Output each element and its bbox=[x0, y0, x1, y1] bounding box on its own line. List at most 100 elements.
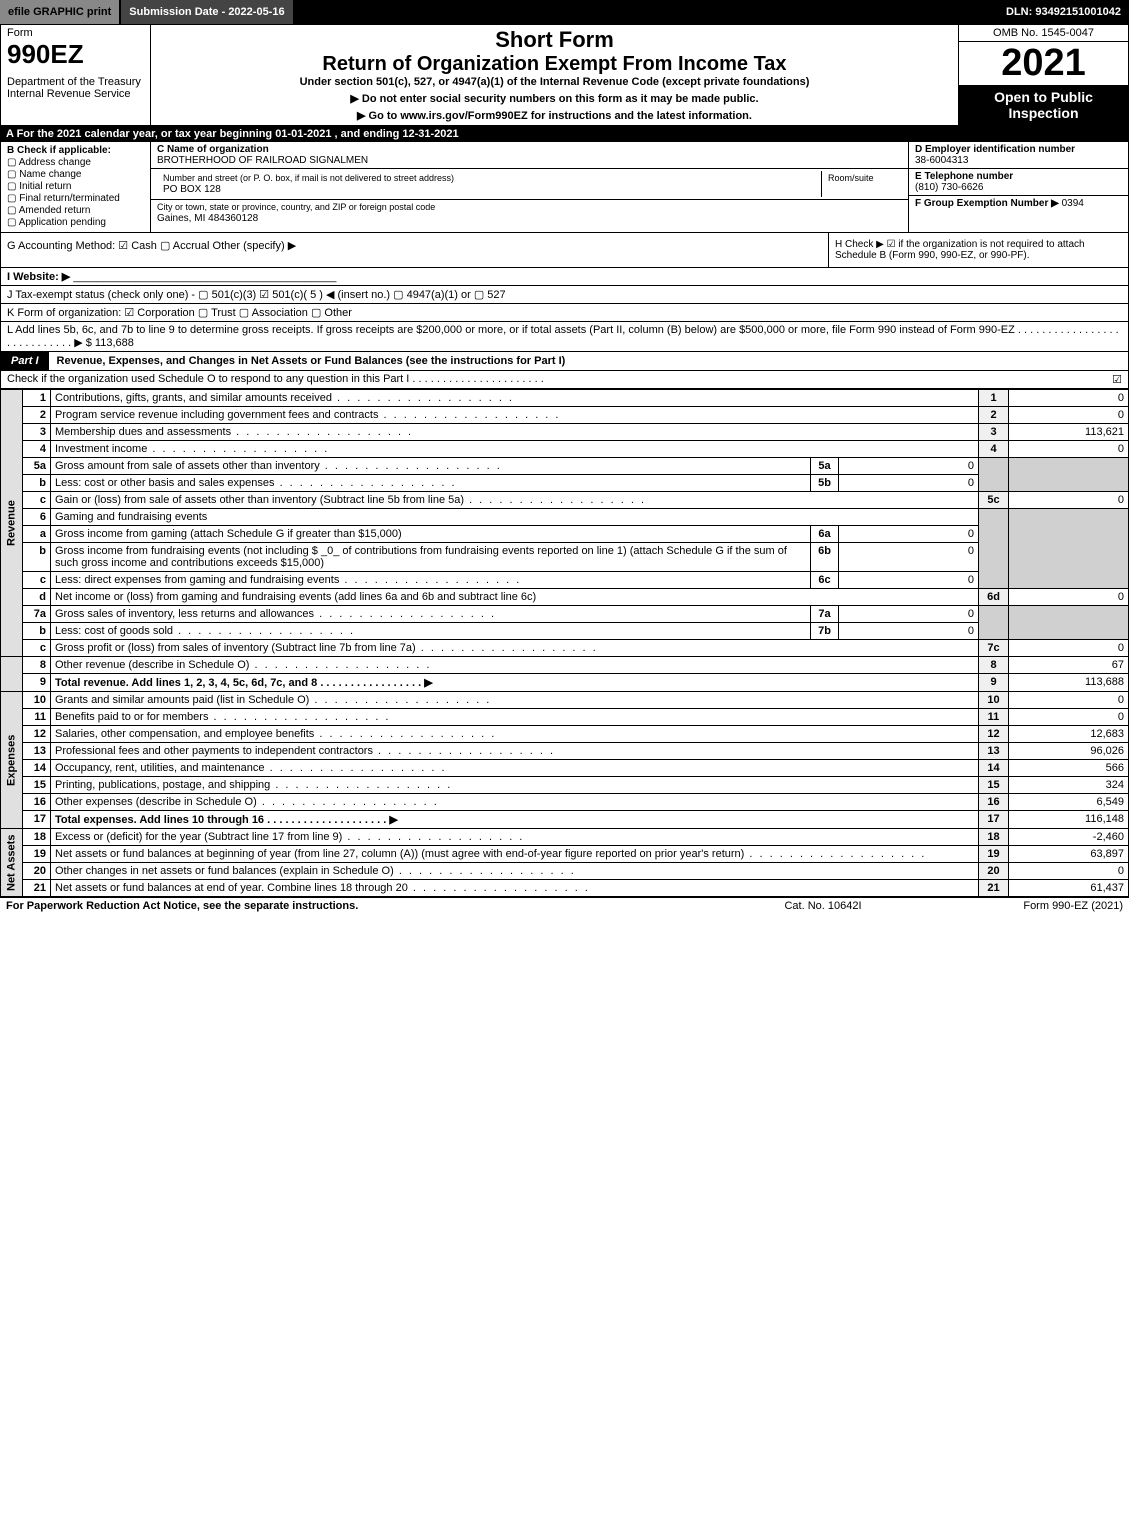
ln-4: 4 bbox=[23, 441, 51, 458]
ln-9: 9 bbox=[23, 674, 51, 692]
amt-10: 0 bbox=[1009, 692, 1129, 709]
chk-initial-return[interactable]: Initial return bbox=[7, 181, 144, 192]
sub-6b: 6b bbox=[811, 543, 839, 572]
ln-7a: 7a bbox=[23, 606, 51, 623]
efile-print-button[interactable]: efile GRAPHIC print bbox=[0, 0, 121, 24]
subamt-6b: 0 bbox=[839, 543, 979, 572]
org-name: BROTHERHOOD OF RAILROAD SIGNALMEN bbox=[157, 155, 368, 166]
chk-final-return[interactable]: Final return/terminated bbox=[7, 193, 144, 204]
num-5c: 5c bbox=[979, 492, 1009, 509]
ln-15: 15 bbox=[23, 777, 51, 794]
txt-4: Investment income bbox=[55, 443, 329, 455]
txt-10: Grants and similar amounts paid (list in… bbox=[55, 694, 491, 706]
ln-2: 2 bbox=[23, 407, 51, 424]
amt-4: 0 bbox=[1009, 441, 1129, 458]
txt-2: Program service revenue including govern… bbox=[55, 409, 560, 421]
ln-10: 10 bbox=[23, 692, 51, 709]
sub-5a: 5a bbox=[811, 458, 839, 475]
amt-16: 6,549 bbox=[1009, 794, 1129, 811]
txt-12: Salaries, other compensation, and employ… bbox=[55, 728, 496, 740]
ln-14: 14 bbox=[23, 760, 51, 777]
addr-label: Number and street (or P. O. box, if mail… bbox=[163, 173, 454, 183]
num-4: 4 bbox=[979, 441, 1009, 458]
txt-5c: Gain or (loss) from sale of assets other… bbox=[55, 494, 646, 506]
ln-8: 8 bbox=[23, 657, 51, 674]
open-inspection: Open to Public Inspection bbox=[959, 85, 1128, 125]
txt-17: Total expenses. Add lines 10 through 16 … bbox=[55, 814, 398, 826]
num-19: 19 bbox=[979, 846, 1009, 863]
part-1-checkbox[interactable]: ☑ bbox=[1112, 373, 1122, 386]
txt-7b: Less: cost of goods sold bbox=[55, 625, 355, 637]
amt-14: 566 bbox=[1009, 760, 1129, 777]
subamt-6a: 0 bbox=[839, 526, 979, 543]
num-13: 13 bbox=[979, 743, 1009, 760]
chk-amended-return[interactable]: Amended return bbox=[7, 205, 144, 216]
chk-address-change[interactable]: Address change bbox=[7, 157, 144, 168]
d-label: D Employer identification number bbox=[915, 144, 1075, 155]
org-address: PO BOX 128 bbox=[163, 184, 221, 195]
amt-15: 324 bbox=[1009, 777, 1129, 794]
num-7c: 7c bbox=[979, 640, 1009, 657]
footer-left: For Paperwork Reduction Act Notice, see … bbox=[6, 900, 723, 912]
num-9: 9 bbox=[979, 674, 1009, 692]
txt-5b: Less: cost or other basis and sales expe… bbox=[55, 477, 457, 489]
main-title: Return of Organization Exempt From Incom… bbox=[155, 53, 954, 76]
chk-application-pending[interactable]: Application pending bbox=[7, 217, 144, 228]
txt-16: Other expenses (describe in Schedule O) bbox=[55, 796, 439, 808]
ln-6d: d bbox=[23, 589, 51, 606]
amt-2: 0 bbox=[1009, 407, 1129, 424]
ln-5b: b bbox=[23, 475, 51, 492]
c-name-label: C Name of organization bbox=[157, 144, 269, 155]
col-c: C Name of organization BROTHERHOOD OF RA… bbox=[151, 142, 908, 232]
ln-16: 16 bbox=[23, 794, 51, 811]
ln-5c: c bbox=[23, 492, 51, 509]
form-word: Form bbox=[7, 27, 144, 39]
ln-6b: b bbox=[23, 543, 51, 572]
ln-7c: c bbox=[23, 640, 51, 657]
part-1-check-text: Check if the organization used Schedule … bbox=[7, 373, 1112, 386]
amt-9: 113,688 bbox=[1009, 674, 1129, 692]
num-1: 1 bbox=[979, 390, 1009, 407]
subtitle: Under section 501(c), 527, or 4947(a)(1)… bbox=[155, 76, 954, 88]
instruction-1: ▶ Do not enter social security numbers o… bbox=[155, 92, 954, 105]
txt-1: Contributions, gifts, grants, and simila… bbox=[55, 392, 514, 404]
footer-right: Form 990-EZ (2021) bbox=[923, 900, 1123, 912]
group-exemption: 0394 bbox=[1062, 198, 1084, 209]
chk-name-change[interactable]: Name change bbox=[7, 169, 144, 180]
side-expenses: Expenses bbox=[1, 692, 23, 829]
omb-number: OMB No. 1545-0047 bbox=[959, 25, 1128, 42]
txt-6d: Net income or (loss) from gaming and fun… bbox=[51, 589, 979, 606]
side-net-assets: Net Assets bbox=[1, 829, 23, 897]
subamt-5b: 0 bbox=[839, 475, 979, 492]
txt-6b: Gross income from fundraising events (no… bbox=[51, 543, 811, 572]
tax-year: 2021 bbox=[959, 42, 1128, 85]
subamt-7a: 0 bbox=[839, 606, 979, 623]
ln-1: 1 bbox=[23, 390, 51, 407]
amt-21: 61,437 bbox=[1009, 880, 1129, 897]
num-21: 21 bbox=[979, 880, 1009, 897]
txt-8: Other revenue (describe in Schedule O) bbox=[55, 659, 431, 671]
ein: 38-6004313 bbox=[915, 155, 968, 166]
ln-18: 18 bbox=[23, 829, 51, 846]
txt-6c: Less: direct expenses from gaming and fu… bbox=[55, 574, 521, 586]
num-14: 14 bbox=[979, 760, 1009, 777]
subamt-5a: 0 bbox=[839, 458, 979, 475]
txt-5a: Gross amount from sale of assets other t… bbox=[55, 460, 502, 472]
short-form-title: Short Form bbox=[155, 27, 954, 53]
txt-7c: Gross profit or (loss) from sales of inv… bbox=[55, 642, 598, 654]
col-def: D Employer identification number 38-6004… bbox=[908, 142, 1128, 232]
ln-5a: 5a bbox=[23, 458, 51, 475]
sub-6c: 6c bbox=[811, 572, 839, 589]
amt-18: -2,460 bbox=[1009, 829, 1129, 846]
department: Department of the Treasury Internal Reve… bbox=[7, 76, 144, 100]
section-bcdef: B Check if applicable: Address change Na… bbox=[0, 142, 1129, 233]
txt-18: Excess or (deficit) for the year (Subtra… bbox=[55, 831, 524, 843]
num-12: 12 bbox=[979, 726, 1009, 743]
line-l: L Add lines 5b, 6c, and 7b to line 9 to … bbox=[0, 322, 1129, 352]
ln-19: 19 bbox=[23, 846, 51, 863]
sub-7a: 7a bbox=[811, 606, 839, 623]
txt-3: Membership dues and assessments bbox=[55, 426, 413, 438]
part-1-tab: Part I bbox=[1, 352, 49, 370]
ln-6: 6 bbox=[23, 509, 51, 526]
txt-15: Printing, publications, postage, and shi… bbox=[55, 779, 452, 791]
